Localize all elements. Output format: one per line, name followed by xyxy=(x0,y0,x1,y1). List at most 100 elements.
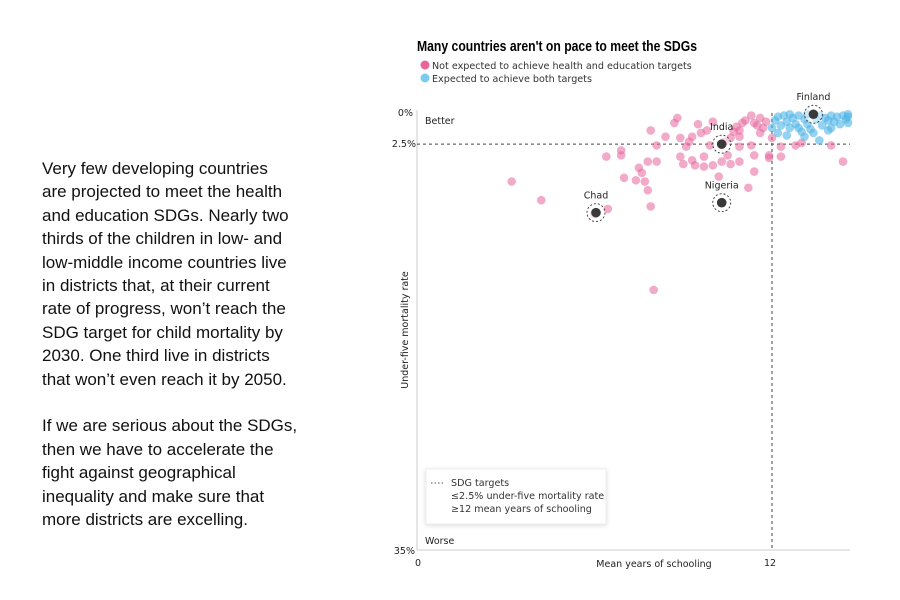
point-not-expected xyxy=(767,133,777,143)
point-not-expected xyxy=(735,132,744,141)
targets-box: SDG targets ≤2.5% under-five mortality r… xyxy=(425,468,607,525)
point-not-expected xyxy=(619,173,629,183)
text-line: If we are serious about the SDGs, xyxy=(42,416,298,436)
point-not-expected xyxy=(652,157,661,166)
article-text: Very few developing countries are projec… xyxy=(42,157,342,555)
point-not-expected xyxy=(746,111,756,120)
point-not-expected xyxy=(735,142,744,151)
point-expected xyxy=(773,128,783,138)
x-tick-label: 0 xyxy=(415,558,421,569)
point-expected xyxy=(817,121,827,130)
point-not-expected xyxy=(776,142,786,151)
point-not-expected xyxy=(708,161,718,170)
y-tick-label: 0% xyxy=(398,108,413,119)
highlight-point-nigeria xyxy=(716,197,727,208)
point-expected xyxy=(835,119,845,129)
text-line: in districts that, at their current xyxy=(42,276,270,296)
paragraph-1: Very few developing countries are projec… xyxy=(42,157,342,391)
point-not-expected xyxy=(675,152,685,161)
point-not-expected xyxy=(646,202,656,211)
point-not-expected xyxy=(661,132,670,141)
targets-box-bg xyxy=(425,468,607,525)
targets-line: ≥12 mean years of schooling xyxy=(451,504,592,515)
better-label: Better xyxy=(425,116,455,127)
highlighted-countries: Chad India Nigeria Finland xyxy=(584,92,830,223)
point-not-expected xyxy=(646,126,656,135)
legend-swatch-blue xyxy=(420,73,430,83)
point-not-expected xyxy=(693,119,703,129)
point-not-expected xyxy=(749,151,759,160)
point-not-expected xyxy=(776,152,786,161)
y-axis-label: Under-five mortality rate xyxy=(400,271,411,389)
point-not-expected xyxy=(746,141,756,150)
point-not-expected xyxy=(699,162,709,171)
point-not-expected xyxy=(755,128,765,138)
chart-title: Many countries aren't on pace to meet th… xyxy=(417,39,697,55)
point-expected xyxy=(785,109,795,119)
point-expected xyxy=(794,123,803,133)
text-line: Very few developing countries xyxy=(42,159,268,178)
text-line: fight against geographical xyxy=(42,463,236,483)
point-not-expected xyxy=(616,151,626,160)
x-tick-label: 12 xyxy=(764,558,776,569)
targets-title: SDG targets xyxy=(451,478,509,489)
point-not-expected xyxy=(649,285,658,295)
text-line: 2030. One third live in districts xyxy=(42,346,270,366)
point-not-expected xyxy=(675,133,685,143)
point-not-expected xyxy=(507,177,516,186)
point-not-expected xyxy=(678,159,688,169)
worse-label: Worse xyxy=(425,536,455,547)
point-not-expected xyxy=(741,116,750,125)
point-not-expected xyxy=(643,157,653,166)
text-line: SDG target for child mortality by xyxy=(42,322,283,342)
country-label: India xyxy=(710,122,733,133)
point-not-expected xyxy=(749,167,759,176)
point-not-expected xyxy=(637,168,647,178)
highlight-point-india xyxy=(716,139,727,149)
point-not-expected xyxy=(640,177,650,186)
point-expected xyxy=(823,116,833,125)
point-not-expected xyxy=(652,141,661,150)
text-line: rate of progress, won’t reach the xyxy=(42,299,286,319)
point-not-expected xyxy=(536,195,546,205)
point-not-expected xyxy=(687,132,697,141)
point-not-expected xyxy=(631,175,641,185)
legend-swatch-pink xyxy=(420,60,430,70)
point-not-expected xyxy=(643,185,653,195)
point-expected xyxy=(809,128,818,138)
point-not-expected xyxy=(690,161,700,170)
point-not-expected xyxy=(702,126,712,135)
text-line: more districts are excelling. xyxy=(42,510,248,530)
point-not-expected xyxy=(764,153,774,163)
text-line: that won’t even reach it by 2050. xyxy=(42,369,287,389)
point-not-expected xyxy=(838,157,848,166)
point-expected xyxy=(826,123,836,133)
country-label: Finland xyxy=(796,92,830,103)
point-not-expected xyxy=(705,141,715,150)
country-label: Nigeria xyxy=(705,181,739,192)
country-label: Chad xyxy=(584,191,609,202)
text-line: thirds of the children in low- and xyxy=(42,229,283,249)
point-not-expected xyxy=(723,151,732,160)
point-not-expected xyxy=(699,152,709,161)
point-not-expected xyxy=(602,152,611,161)
highlight-point-chad xyxy=(591,207,601,218)
y-tick-label: 35% xyxy=(394,546,415,557)
text-line: then we have to accelerate the xyxy=(42,439,274,459)
point-not-expected xyxy=(744,183,753,193)
point-not-expected xyxy=(673,113,682,123)
targets-line: ≤2.5% under-five mortality rate xyxy=(451,491,604,502)
point-not-expected xyxy=(726,159,735,169)
point-not-expected xyxy=(826,141,836,150)
point-not-expected xyxy=(761,117,771,127)
text-line: inequality and make sure that xyxy=(42,486,265,506)
point-not-expected xyxy=(735,126,744,135)
text-line: low-middle income countries live xyxy=(42,252,287,272)
legend-label: Expected to achieve both targets xyxy=(432,74,592,85)
point-not-expected xyxy=(735,157,744,166)
point-not-expected xyxy=(717,157,727,166)
paragraph-2: If we are serious about the SDGs, then w… xyxy=(42,414,342,531)
legend-label: Not expected to achieve health and educa… xyxy=(432,61,692,72)
point-expected xyxy=(800,132,809,141)
